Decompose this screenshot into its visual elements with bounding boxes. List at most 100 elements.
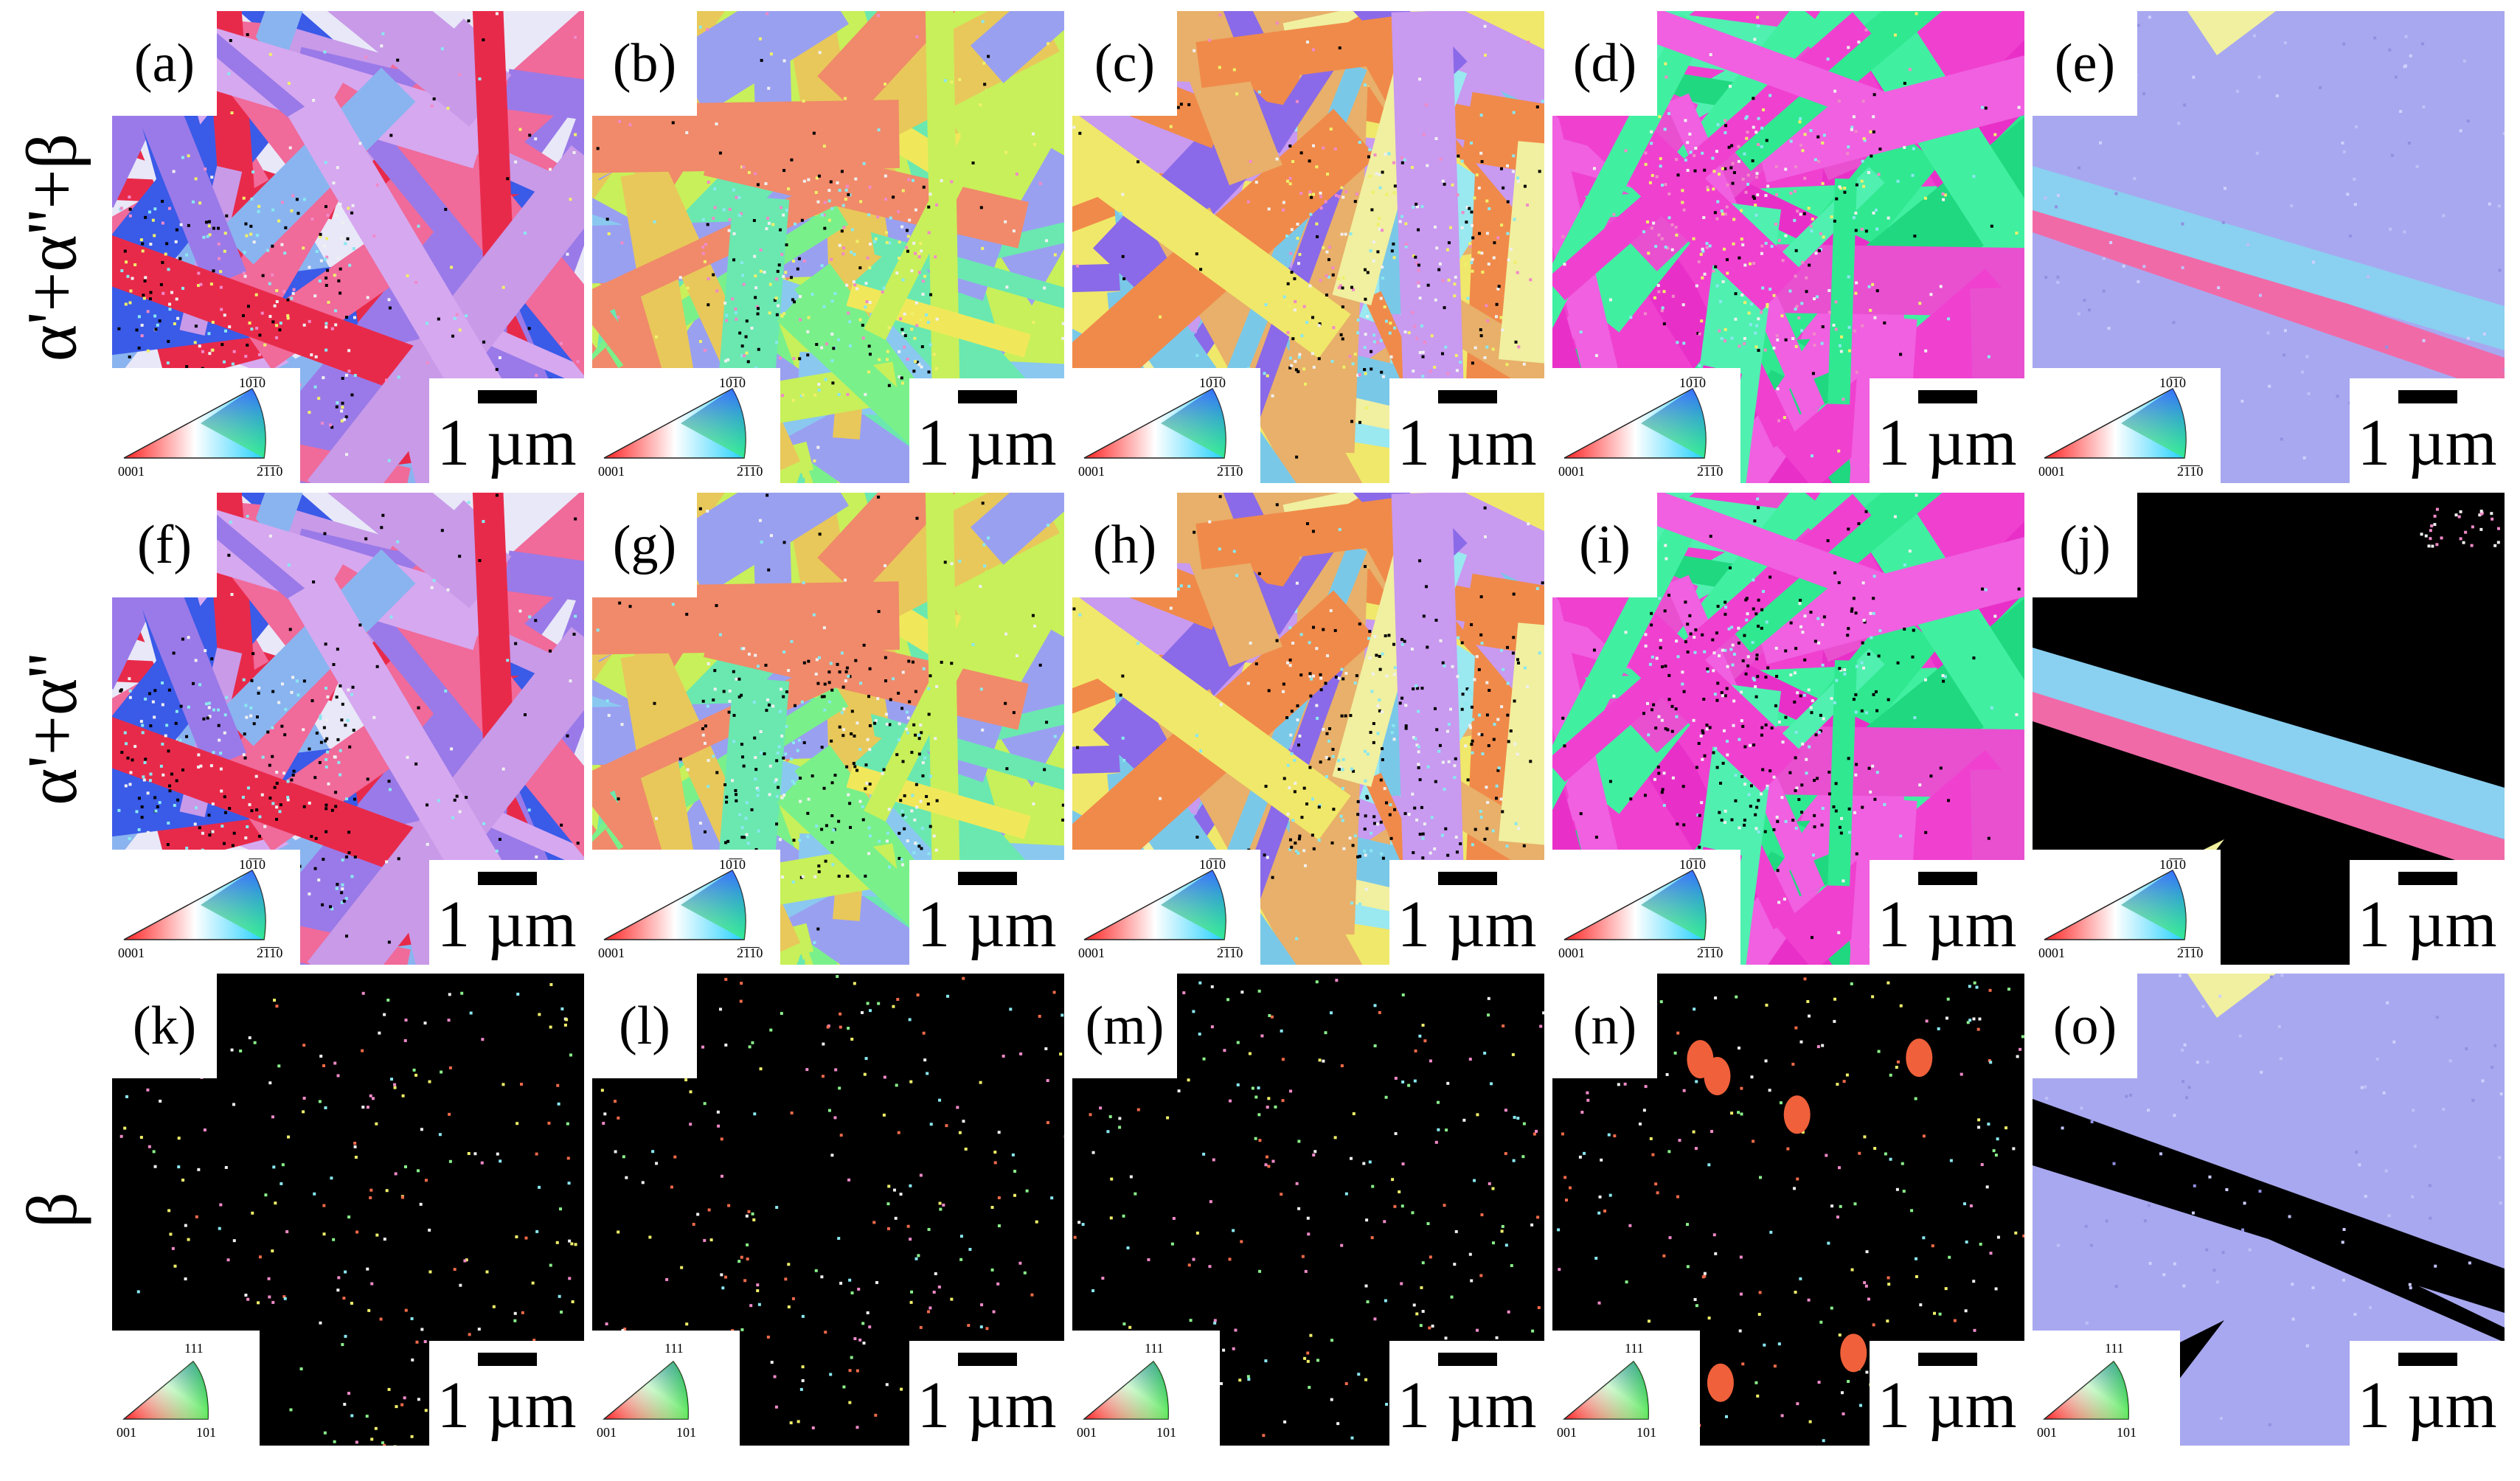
scale-bar: 1 µm	[1389, 378, 1544, 483]
scale-bar-line	[478, 872, 537, 885]
ebsd-map-panel: (i) 10̅1̅0 0001 2̅1̅1̅0 1 µm	[1552, 493, 2024, 965]
scale-bar: 1 µm	[429, 860, 584, 965]
legend-label-left: 0001	[118, 464, 145, 479]
ipf-color-key-triangle	[123, 869, 266, 940]
scale-bar: 1 µm	[429, 378, 584, 483]
legend-label-top: 10̅1̅0	[239, 857, 265, 872]
panel-letter: (m)	[1072, 974, 1177, 1078]
row-label-alpha-prime-alpha-double-prime-beta: α'+α''+β	[12, 133, 91, 361]
legend-label-right: 101	[196, 1425, 216, 1440]
legend-label-top: 10̅1̅0	[719, 857, 746, 872]
scale-bar-line	[2398, 1353, 2457, 1366]
panel-letter: (o)	[2033, 974, 2137, 1078]
legend-label-right: 2̅1̅1̅0	[737, 464, 763, 479]
ebsd-map-panel: (l) 111 001 101 1 µm	[592, 974, 1064, 1446]
scale-bar-label: 1 µm	[917, 406, 1057, 479]
legend-label-left: 0001	[1558, 946, 1585, 960]
scale-bar-label: 1 µm	[2357, 888, 2497, 961]
legend-label-top: 111	[1145, 1341, 1164, 1356]
scale-bar: 1 µm	[2350, 1341, 2505, 1446]
ebsd-map-panel: (e) 10̅1̅0 0001 2̅1̅1̅0 1 µm	[2033, 11, 2505, 483]
scale-bar-line	[478, 1353, 537, 1366]
scale-bar-line	[2398, 872, 2457, 885]
row-label-beta: β	[12, 1191, 91, 1228]
ipf-color-key-triangle	[2044, 869, 2187, 940]
scale-bar: 1 µm	[2350, 378, 2505, 483]
ipf-color-key-triangle	[1083, 869, 1226, 940]
scale-bar-line	[2398, 390, 2457, 403]
panel-letter: (a)	[112, 11, 217, 116]
scale-bar: 1 µm	[1389, 860, 1544, 965]
ebsd-map-panel: (k) 111 001 101 1 µm	[112, 974, 584, 1446]
ipf-color-key-triangle	[2044, 387, 2187, 459]
panel-letter: (g)	[592, 493, 697, 597]
legend-label-left: 001	[2037, 1425, 2057, 1440]
scale-bar: 1 µm	[909, 378, 1064, 483]
ipf-color-key-triangle	[603, 869, 746, 940]
legend-label-left: 0001	[2038, 946, 2065, 960]
legend-label-left: 0001	[598, 946, 625, 960]
ipf-color-key-triangle	[1563, 387, 1707, 459]
hexagonal-ipf-legend: 10̅1̅0 0001 2̅1̅1̅0	[2033, 850, 2221, 965]
legend-label-left: 0001	[1078, 464, 1105, 479]
legend-label-right: 101	[1636, 1425, 1656, 1440]
scale-bar-label: 1 µm	[437, 1369, 577, 1442]
legend-label-right: 2̅1̅1̅0	[2177, 946, 2204, 960]
legend-label-right: 2̅1̅1̅0	[1697, 464, 1724, 479]
scale-bar-line	[1918, 390, 1977, 403]
panel-letter: (h)	[1072, 493, 1177, 597]
legend-label-right: 101	[2117, 1425, 2137, 1440]
hexagonal-ipf-legend: 10̅1̅0 0001 2̅1̅1̅0	[592, 850, 780, 965]
legend-label-top: 10̅1̅0	[1679, 375, 1706, 390]
orientation-map-image	[1072, 11, 1544, 483]
hexagonal-ipf-legend: 10̅1̅0 0001 2̅1̅1̅0	[1552, 368, 1740, 483]
scale-bar: 1 µm	[909, 860, 1064, 965]
scale-bar-label: 1 µm	[2357, 406, 2497, 479]
scale-bar: 1 µm	[2350, 860, 2505, 965]
ebsd-map-panel: (n) 111 001 101 1 µm	[1552, 974, 2024, 1446]
scale-bar-line	[958, 1353, 1017, 1366]
scale-bar: 1 µm	[1389, 1341, 1544, 1446]
orientation-map-image	[112, 11, 584, 483]
ebsd-map-panel: (o) 111 001 101 1 µm	[2033, 974, 2505, 1446]
panel-letter: (k)	[112, 974, 217, 1078]
scale-bar-line	[478, 390, 537, 403]
legend-label-right: 2̅1̅1̅0	[1217, 464, 1243, 479]
ebsd-map-panel: (d) 10̅1̅0 0001 2̅1̅1̅0 1 µm	[1552, 11, 2024, 483]
scale-bar: 1 µm	[429, 1341, 584, 1446]
scale-bar-line	[1438, 1353, 1497, 1366]
legend-label-right: 2̅1̅1̅0	[257, 464, 283, 479]
legend-label-right: 2̅1̅1̅0	[737, 946, 763, 960]
scale-bar: 1 µm	[1870, 378, 2024, 483]
hexagonal-ipf-legend: 10̅1̅0 0001 2̅1̅1̅0	[112, 850, 300, 965]
scale-bar-line	[1438, 872, 1497, 885]
legend-label-top: 10̅1̅0	[2159, 857, 2186, 872]
ipf-color-key-triangle	[123, 387, 266, 459]
legend-label-left: 0001	[598, 464, 625, 479]
scale-bar: 1 µm	[1870, 860, 2024, 965]
hexagonal-ipf-legend: 10̅1̅0 0001 2̅1̅1̅0	[1552, 850, 1740, 965]
hexagonal-ipf-legend: 10̅1̅0 0001 2̅1̅1̅0	[592, 368, 780, 483]
panel-letter: (c)	[1072, 11, 1177, 116]
legend-label-left: 0001	[1558, 464, 1585, 479]
legend-label-top: 111	[2105, 1341, 2124, 1356]
scale-bar-line	[1918, 1353, 1977, 1366]
legend-label-top: 10̅1̅0	[1199, 375, 1226, 390]
scale-bar-line	[1918, 872, 1977, 885]
ebsd-map-panel: (b) 10̅1̅0 0001 2̅1̅1̅0 1 µm	[592, 11, 1064, 483]
hexagonal-ipf-legend: 10̅1̅0 0001 2̅1̅1̅0	[1072, 368, 1260, 483]
panel-letter: (n)	[1552, 974, 1657, 1078]
legend-label-left: 001	[1077, 1425, 1097, 1440]
legend-label-right: 2̅1̅1̅0	[2177, 464, 2204, 479]
scale-bar-label: 1 µm	[1397, 888, 1537, 961]
scale-bar-line	[958, 872, 1017, 885]
hexagonal-ipf-legend: 10̅1̅0 0001 2̅1̅1̅0	[2033, 368, 2221, 483]
scale-bar-label: 1 µm	[437, 888, 577, 961]
legend-label-right: 2̅1̅1̅0	[257, 946, 283, 960]
legend-label-left: 0001	[2038, 464, 2065, 479]
legend-label-top: 10̅1̅0	[2159, 375, 2186, 390]
scale-bar-label: 1 µm	[2357, 1369, 2497, 1442]
panel-letter: (j)	[2033, 493, 2137, 597]
ebsd-map-panel: (m) 111 001 101 1 µm	[1072, 974, 1544, 1446]
scale-bar-line	[1438, 390, 1497, 403]
